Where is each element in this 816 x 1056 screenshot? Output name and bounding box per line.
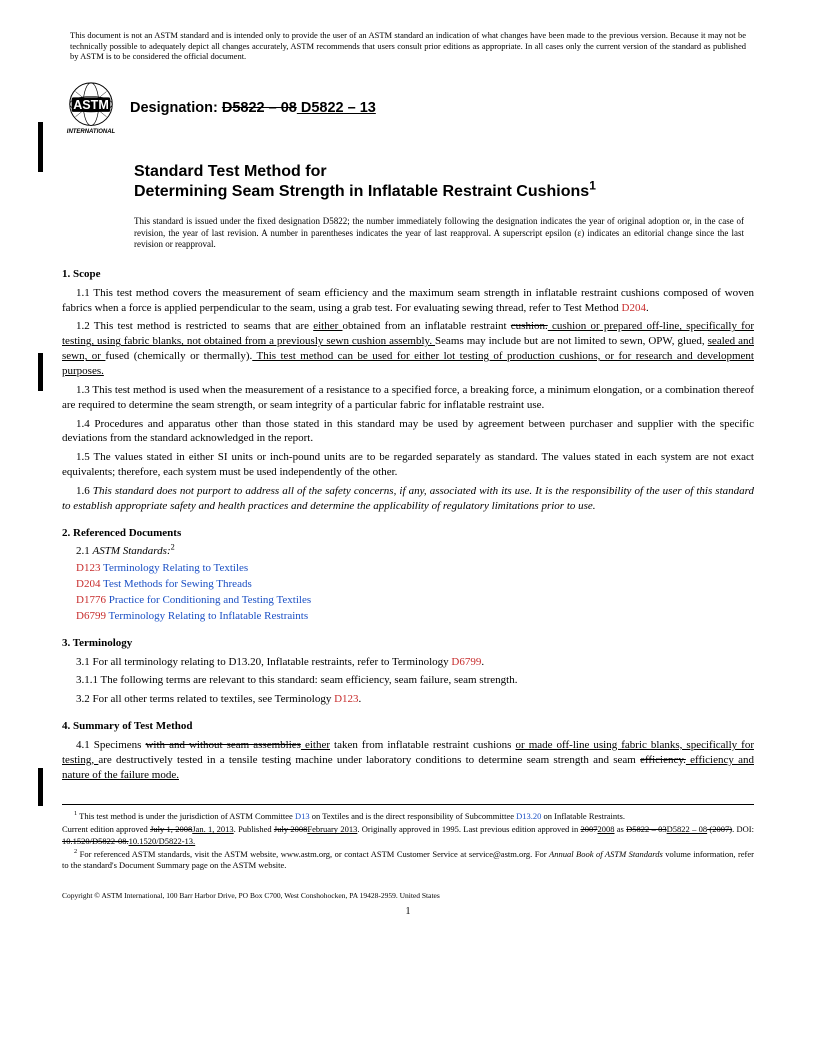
title-line1: Standard Test Method for xyxy=(134,162,754,182)
para-1-5: 1.5 The values stated in either SI units… xyxy=(62,450,754,480)
link-d1776-code[interactable]: D1776 xyxy=(76,594,106,606)
designation-line: Designation: D5822 – 08 D5822 – 13 xyxy=(130,99,376,119)
title-line2: Determining Seam Strength in Inflatable … xyxy=(134,182,754,202)
link-d123-inline[interactable]: D123 xyxy=(334,693,358,705)
issuance-note: This standard is issued under the fixed … xyxy=(134,216,744,251)
para-3-1-1: 3.1.1 The following terms are relevant t… xyxy=(62,673,754,688)
section-4-head: 4. Summary of Test Method xyxy=(62,719,754,734)
link-d6799-label[interactable]: Terminology Relating to Inflatable Restr… xyxy=(106,610,308,622)
link-d204-label[interactable]: Test Methods for Sewing Threads xyxy=(100,578,251,590)
link-d123-label[interactable]: Terminology Relating to Textiles xyxy=(100,562,248,574)
ref-d1776: D1776 Practice for Conditioning and Test… xyxy=(76,593,754,608)
designation-label: Designation: xyxy=(130,100,222,116)
ref-d6799: D6799 Terminology Relating to Inflatable… xyxy=(76,609,754,624)
link-d13[interactable]: D13 xyxy=(295,811,310,821)
link-d1320[interactable]: D13.20 xyxy=(516,811,541,821)
astm-logo: ASTM INTERNATIONAL xyxy=(62,80,120,138)
designation-old: D5822 – 08 xyxy=(222,100,297,116)
section-2-head: 2. Referenced Documents xyxy=(62,526,754,541)
footnote-1-para2: Current edition approved July 1, 2008Jan… xyxy=(62,824,754,846)
page-number: 1 xyxy=(62,905,754,919)
link-d204[interactable]: D204 xyxy=(622,302,646,314)
footnote-2: 2 For referenced ASTM standards, visit t… xyxy=(62,849,754,871)
svg-text:INTERNATIONAL: INTERNATIONAL xyxy=(67,129,116,135)
para-2-1: 2.1 ASTM Standards:2 xyxy=(76,544,754,559)
para-1-3: 1.3 This test method is used when the me… xyxy=(62,383,754,413)
svg-text:ASTM: ASTM xyxy=(73,98,109,112)
designation-new: D5822 – 13 xyxy=(297,100,376,116)
disclaimer-text: This document is not an ASTM standard an… xyxy=(62,30,754,62)
link-d6799-code[interactable]: D6799 xyxy=(76,610,106,622)
link-d1776-label[interactable]: Practice for Conditioning and Testing Te… xyxy=(106,594,311,606)
para-1-6: 1.6 This standard does not purport to ad… xyxy=(62,484,754,514)
para-3-2: 3.2 For all other terms related to texti… xyxy=(62,692,754,707)
header-row: ASTM INTERNATIONAL Designation: D5822 – … xyxy=(62,80,754,138)
para-1-4: 1.4 Procedures and apparatus other than … xyxy=(62,417,754,447)
para-1-2: 1.2 This test method is restricted to se… xyxy=(62,319,754,378)
para-4-1: 4.1 Specimens with and without seam asse… xyxy=(62,738,754,783)
link-d123-code[interactable]: D123 xyxy=(76,562,100,574)
footnote-1: 1 This test method is under the jurisdic… xyxy=(62,811,754,822)
ref-d204: D204 Test Methods for Sewing Threads xyxy=(76,577,754,592)
document-page: This document is not an ASTM standard an… xyxy=(0,0,816,948)
para-3-1: 3.1 For all terminology relating to D13.… xyxy=(62,655,754,670)
section-1-head: 1. Scope xyxy=(62,267,754,282)
link-d204-code[interactable]: D204 xyxy=(76,578,100,590)
copyright-line: Copyright © ASTM International, 100 Barr… xyxy=(62,891,754,901)
para-1-1: 1.1 This test method covers the measurem… xyxy=(62,286,754,316)
title-block: Standard Test Method for Determining Sea… xyxy=(134,162,754,202)
section-3-head: 3. Terminology xyxy=(62,636,754,651)
footnotes: 1 This test method is under the jurisdic… xyxy=(62,804,754,870)
ref-d123: D123 Terminology Relating to Textiles xyxy=(76,561,754,576)
link-d6799-inline[interactable]: D6799 xyxy=(451,656,481,668)
